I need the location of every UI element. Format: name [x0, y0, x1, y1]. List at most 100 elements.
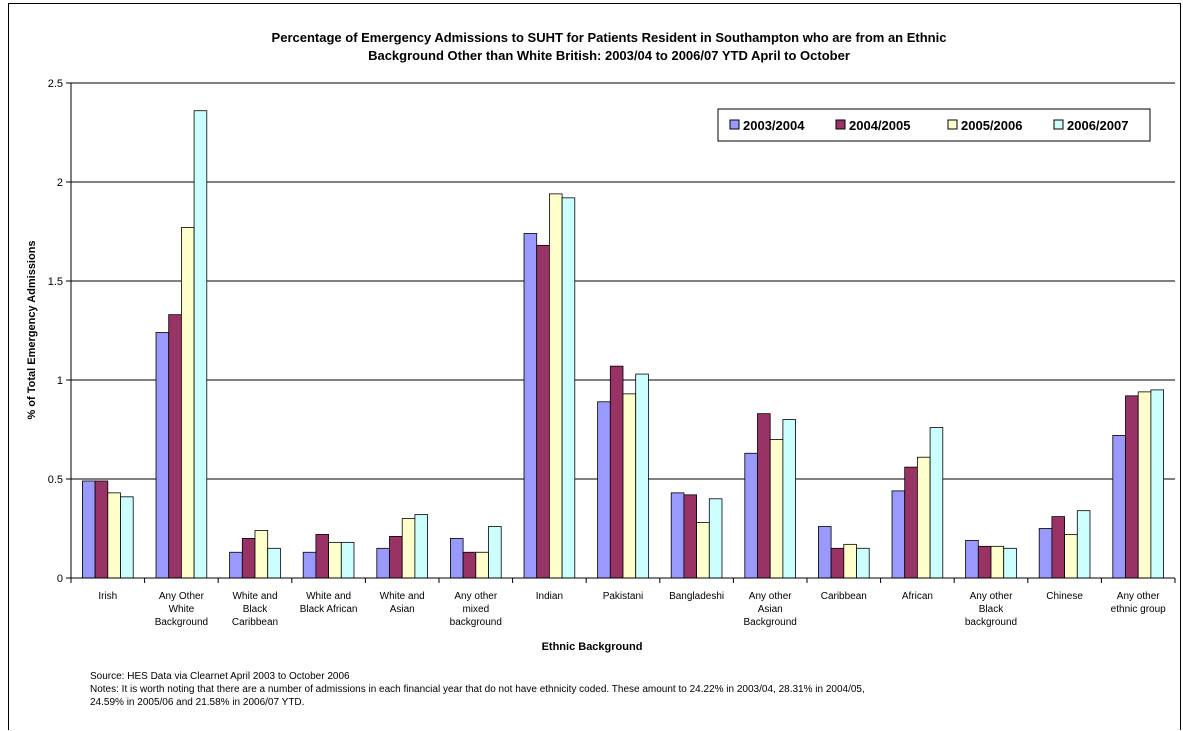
bar — [168, 314, 182, 579]
bar — [1137, 391, 1152, 579]
bar — [965, 539, 979, 579]
bar — [328, 541, 342, 579]
bar — [929, 427, 944, 579]
bar — [414, 514, 428, 579]
x-tick-label: Pakistani — [603, 591, 644, 602]
bar — [683, 494, 697, 579]
bar — [549, 193, 563, 579]
x-tick-label: White — [169, 604, 195, 615]
bar — [107, 492, 121, 579]
bar — [267, 547, 281, 579]
bar — [229, 551, 243, 579]
bar — [891, 490, 906, 579]
x-tick-label: White and — [306, 591, 351, 602]
x-tick-label: Bangladeshi — [669, 591, 724, 602]
bar — [401, 518, 416, 579]
bar — [523, 233, 538, 579]
bar — [450, 538, 464, 579]
bar — [1003, 547, 1017, 579]
x-tick-label: Black — [979, 604, 1004, 615]
bar — [1076, 510, 1091, 579]
x-tick-label: Any Other — [159, 591, 205, 602]
bar — [488, 526, 502, 579]
x-tick-label: Black African — [300, 604, 358, 615]
x-tick-label: ethnic group — [1111, 604, 1166, 615]
x-tick-label: background — [965, 617, 1017, 628]
legend-label: 2003/2004 — [743, 118, 805, 133]
chart-title-line-1: Percentage of Emergency Admissions to SU… — [272, 30, 947, 45]
legend-label: 2006/2007 — [1067, 118, 1128, 133]
bar — [241, 538, 256, 579]
axes — [66, 82, 1176, 583]
bar — [1150, 389, 1164, 579]
x-tick-label: Chinese — [1046, 591, 1083, 602]
bar — [120, 496, 134, 579]
y-axis-title: % of Total Emergency Admissions — [26, 240, 38, 419]
bar — [609, 365, 624, 579]
x-tick-label: Irish — [98, 591, 117, 602]
bar — [744, 452, 758, 579]
chart-frame: Percentage of Emergency Admissions to SU… — [8, 3, 1181, 730]
notes-line-2: 24.59% in 2005/06 and 21.58% in 2006/07 … — [90, 697, 304, 708]
x-tick-label: African — [902, 591, 933, 602]
bar — [904, 466, 918, 579]
bar — [155, 332, 170, 579]
bar — [536, 244, 550, 579]
x-tick-label: Black — [243, 604, 268, 615]
legend-swatch — [947, 119, 958, 130]
bar — [843, 543, 857, 579]
bar — [475, 551, 489, 579]
legend-swatch — [729, 119, 740, 130]
bar — [977, 545, 992, 579]
bar — [1051, 516, 1066, 579]
bar — [94, 480, 109, 579]
bar — [462, 551, 477, 579]
gridlines — [71, 82, 1175, 480]
legend-swatch — [835, 119, 846, 130]
bar — [782, 419, 796, 579]
bar — [818, 526, 832, 579]
x-tick-label: Any other — [1117, 591, 1160, 602]
y-tick-label: 2 — [57, 177, 63, 189]
x-tick-label: Any other — [749, 591, 792, 602]
y-tick-label: 1.5 — [48, 276, 63, 288]
bar — [990, 545, 1005, 579]
bar — [635, 373, 649, 579]
x-tick-label: Any other — [970, 591, 1013, 602]
chart-svg: Percentage of Emergency Admissions to SU… — [26, 30, 1176, 708]
x-tick-label: Caribbean — [232, 617, 278, 628]
x-tick-label: White and — [232, 591, 277, 602]
x-tick-label: Any other — [454, 591, 497, 602]
y-tick-label: 0.5 — [48, 474, 63, 486]
y-tick-labels: 0 0.5 1 1.5 2 2.5 — [48, 78, 63, 585]
bar — [561, 197, 576, 579]
y-tick-label: 0 — [57, 573, 63, 585]
x-tick-label: Background — [155, 617, 208, 628]
x-tick-label: Caribbean — [821, 591, 867, 602]
chart-title-line-2: Background Other than White British: 200… — [368, 48, 850, 63]
bar — [597, 401, 611, 579]
bar — [696, 522, 710, 579]
bar — [769, 438, 784, 579]
bar — [708, 498, 723, 579]
bar — [340, 541, 355, 579]
legend-label: 2004/2005 — [849, 118, 910, 133]
bar — [1064, 534, 1078, 579]
bar — [254, 530, 269, 579]
bar — [376, 547, 390, 579]
bar — [670, 492, 685, 579]
x-tick-label: background — [450, 617, 502, 628]
bar — [757, 413, 771, 579]
bar — [1112, 435, 1126, 579]
legend-box — [717, 108, 1151, 142]
bar — [82, 480, 96, 579]
x-tick-label: Asian — [390, 604, 415, 615]
bar — [302, 551, 317, 579]
x-tick-label: mixed — [462, 604, 489, 615]
bar — [830, 547, 845, 579]
bar — [1125, 395, 1139, 579]
x-tick-label: Background — [744, 617, 797, 628]
x-axis-title: Ethnic Background — [542, 641, 643, 653]
bars — [82, 110, 1164, 579]
legend-label: 2005/2006 — [961, 118, 1022, 133]
